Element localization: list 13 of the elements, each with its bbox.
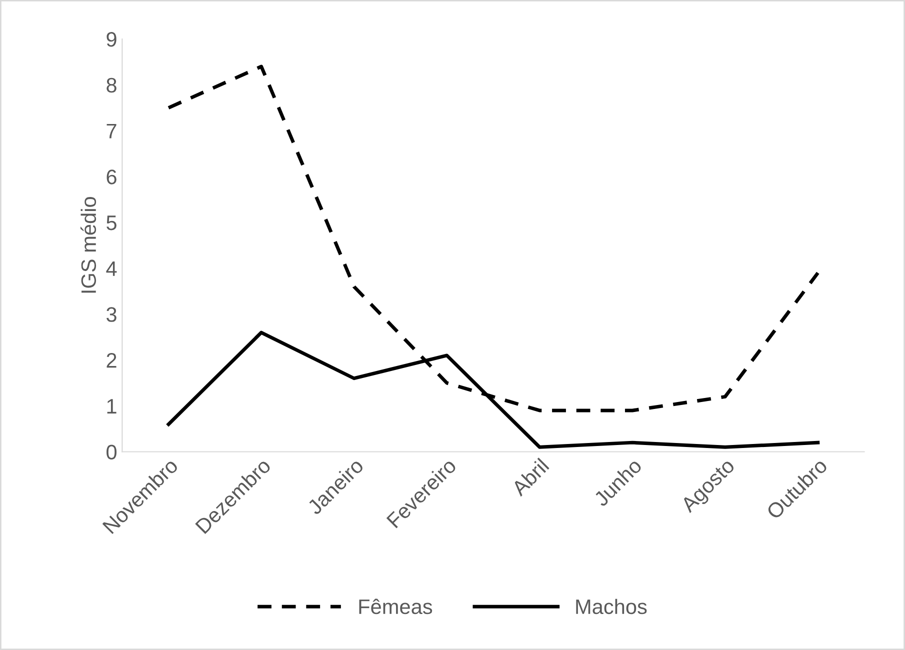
y-tick-label: 2	[106, 353, 116, 368]
y-tick-label: 0	[106, 444, 116, 460]
y-axis-title: IGS médio	[80, 197, 96, 293]
y-tick-label: 5	[106, 216, 116, 230]
y-tick-label: 7	[106, 124, 116, 138]
y-tick-label: 1	[107, 399, 116, 414]
y-tick-label: 4	[106, 262, 117, 276]
y-tick-label: 3	[106, 307, 116, 322]
y-tick-label: 8	[106, 78, 116, 93]
legend-label: Fêmeas	[359, 598, 432, 614]
y-tick-label: 6	[106, 170, 116, 184]
y-tick-label: 9	[106, 32, 116, 47]
legend-label: Machos	[576, 598, 647, 614]
